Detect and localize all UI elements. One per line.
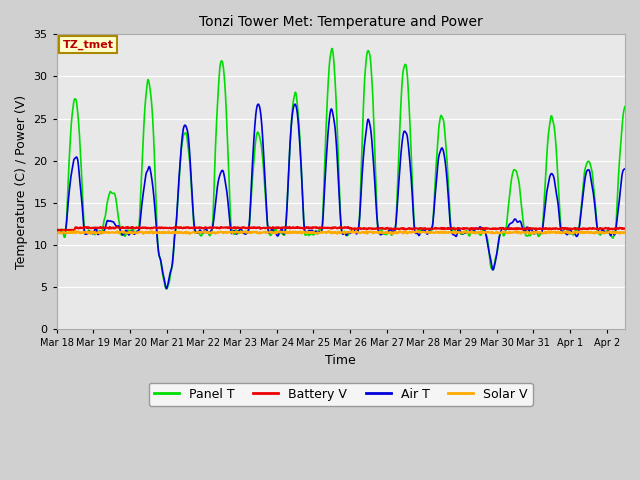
- Air T: [148, 181, 156, 187]
- Solar V: [244, 230, 252, 236]
- Panel T: [353, 228, 360, 234]
- Y-axis label: Temperature (C) / Power (V): Temperature (C) / Power (V): [15, 95, 28, 269]
- Legend: Panel T, Battery V, Air T, Solar V: Panel T, Battery V, Air T, Solar V: [148, 383, 533, 406]
- Air T: [245, 226, 253, 232]
- Solar V: [53, 230, 61, 236]
- Panel T: [364, 48, 372, 54]
- Panel T: [53, 229, 61, 235]
- Title: Tonzi Tower Met: Temperature and Power: Tonzi Tower Met: Temperature and Power: [199, 15, 483, 29]
- Battery V: [621, 226, 629, 231]
- Panel T: [300, 217, 307, 223]
- Line: Solar V: Solar V: [57, 230, 625, 234]
- Panel T: [163, 286, 170, 292]
- Battery V: [364, 226, 371, 232]
- Battery V: [53, 227, 61, 233]
- Panel T: [148, 112, 156, 118]
- Solar V: [364, 230, 371, 236]
- Air T: [353, 231, 360, 237]
- Solar V: [300, 229, 307, 235]
- Solar V: [352, 228, 360, 234]
- Solar V: [128, 230, 136, 236]
- Solar V: [349, 228, 356, 233]
- Air T: [53, 228, 61, 234]
- Solar V: [388, 231, 396, 237]
- Air T: [621, 166, 629, 172]
- Air T: [128, 228, 136, 234]
- Panel T: [128, 226, 136, 232]
- Battery V: [129, 225, 136, 231]
- Solar V: [621, 230, 629, 236]
- Air T: [254, 101, 262, 107]
- Air T: [364, 116, 372, 122]
- Battery V: [149, 225, 157, 231]
- Air T: [300, 223, 308, 229]
- Battery V: [81, 224, 88, 230]
- Air T: [163, 286, 170, 291]
- Panel T: [245, 227, 253, 233]
- Line: Panel T: Panel T: [57, 48, 625, 289]
- X-axis label: Time: Time: [326, 354, 356, 367]
- Battery V: [245, 224, 253, 230]
- Panel T: [621, 104, 629, 109]
- Text: TZ_tmet: TZ_tmet: [62, 40, 113, 50]
- Line: Battery V: Battery V: [57, 227, 625, 230]
- Line: Air T: Air T: [57, 104, 625, 288]
- Battery V: [352, 226, 360, 231]
- Solar V: [148, 229, 156, 235]
- Panel T: [328, 46, 336, 51]
- Battery V: [300, 225, 307, 231]
